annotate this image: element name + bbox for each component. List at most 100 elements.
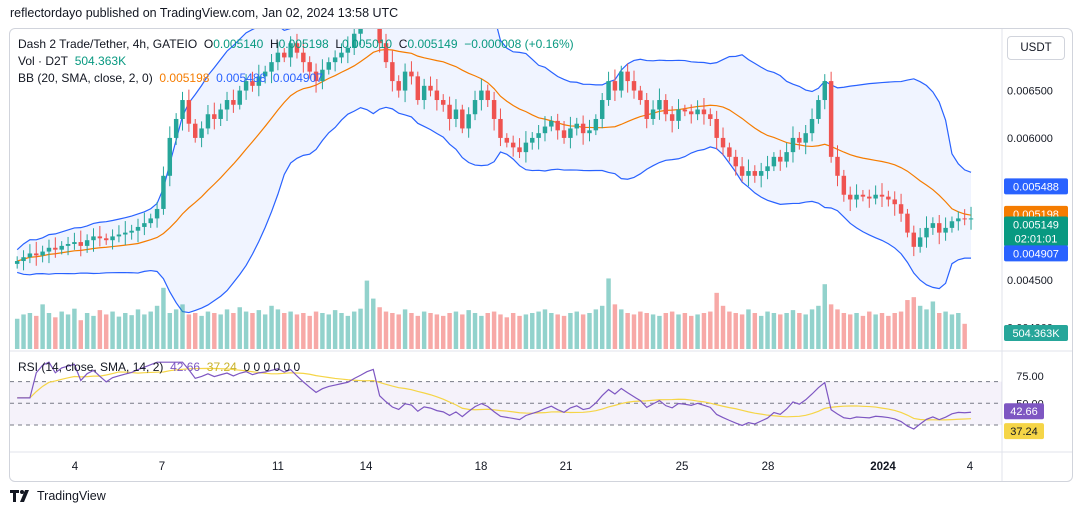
volume-bar (307, 315, 312, 349)
candle-body (313, 71, 319, 82)
candle (587, 119, 592, 142)
tradingview-brand[interactable]: TradingView (10, 489, 106, 503)
candle-body (250, 81, 255, 86)
candle (917, 228, 923, 253)
candle (294, 33, 300, 59)
bb-label: BB (20, SMA, close, 2, 0) (18, 71, 153, 85)
candle-body (135, 226, 141, 231)
candle-body (746, 171, 751, 176)
volume-badge-label: 504.363K (1012, 328, 1060, 340)
candle (313, 63, 319, 93)
candle-body (657, 100, 662, 110)
candle (892, 191, 897, 216)
candle-body (733, 156, 738, 167)
candle-body (587, 130, 592, 134)
candle (555, 113, 560, 140)
volume-bar (396, 314, 401, 349)
candle (701, 97, 707, 125)
bb-legend[interactable]: BB (20, SMA, close, 2, 0) 0.005198 0.005… (18, 70, 323, 87)
candle (148, 213, 153, 228)
candle (803, 125, 808, 155)
volume-bar (371, 298, 376, 349)
volume-bar (91, 315, 96, 349)
volume-bar (638, 311, 643, 349)
volume-bar (828, 304, 834, 349)
volume-bar (345, 315, 351, 349)
candle-body (924, 227, 929, 238)
volume-bar (390, 313, 395, 349)
candle (21, 250, 26, 271)
candle-body (847, 194, 853, 200)
candle (110, 229, 115, 250)
volume-bar (313, 311, 319, 349)
candle (720, 127, 726, 156)
candle-body (345, 47, 351, 53)
chart-frame[interactable]: 0.0070000.0065000.0060000.0055000.005000… (9, 28, 1073, 482)
candle-body (873, 194, 878, 199)
volume-bar (415, 315, 421, 349)
candle (523, 131, 529, 163)
volume-bar (193, 313, 198, 349)
candle-body (161, 175, 166, 209)
volume-bar (669, 311, 675, 349)
candle (835, 145, 840, 187)
volume-bar (943, 311, 948, 349)
volume-bar (536, 311, 541, 349)
volume-legend[interactable]: Vol · D2T 504.363K (18, 53, 126, 70)
volume-bar (619, 309, 624, 349)
candle (332, 50, 338, 72)
candle-body (956, 218, 961, 222)
candle (695, 100, 700, 121)
rsi-line (17, 361, 972, 430)
candle-body (867, 196, 872, 199)
volume-bar (644, 313, 649, 349)
candle (809, 108, 815, 142)
symbol-name[interactable]: Dash 2 Trade/Tether, 4h, GATEIO (18, 37, 198, 51)
candle (689, 104, 694, 124)
candle-body (282, 52, 287, 58)
volume-bar (555, 314, 560, 349)
candle-body (937, 223, 942, 233)
candle (65, 236, 71, 256)
currency-button[interactable]: USDT (1007, 36, 1065, 60)
volume-bar (27, 313, 33, 349)
candle-body (485, 90, 490, 101)
candle-body (886, 196, 891, 200)
time-tick-label: 14 (360, 461, 373, 473)
chart-canvas[interactable]: 0.0070000.0065000.0060000.0055000.005000… (10, 29, 1072, 481)
candle-body (34, 253, 39, 256)
time-tick-label: 4 (967, 461, 974, 473)
candle-body (231, 100, 236, 105)
candle (854, 184, 859, 208)
volume-bar (218, 314, 223, 349)
candle (339, 43, 344, 64)
volume-bar (491, 311, 497, 349)
candle (351, 29, 357, 55)
rsi-legend[interactable]: RSI (14, close, SMA, 14, 2) 42.66 37.24 … (18, 359, 300, 376)
candle-body (536, 133, 541, 138)
candle (739, 157, 745, 182)
volume-bar (689, 315, 694, 349)
candle (409, 61, 414, 85)
bb-basis-value: 0.005198 (159, 71, 210, 85)
close-label: C (398, 37, 408, 51)
candle-body (14, 261, 20, 264)
candle-body (504, 137, 510, 143)
volume-bar (625, 313, 630, 349)
volume-bar (930, 301, 936, 349)
volume-bar (720, 305, 726, 349)
volume-bar (14, 318, 20, 349)
volume-bar (21, 314, 26, 349)
candle-body (822, 81, 827, 101)
candle-body (40, 251, 45, 256)
candle-body (816, 100, 821, 119)
volume-label: Vol · D2T (18, 54, 69, 68)
candle-body (472, 100, 478, 115)
volume-bar (879, 313, 885, 349)
volume-bar (593, 309, 599, 349)
candle-body (612, 81, 618, 91)
candle (498, 108, 503, 147)
candle-body (84, 240, 90, 246)
candle-body (841, 175, 847, 195)
candle-body (797, 137, 802, 143)
